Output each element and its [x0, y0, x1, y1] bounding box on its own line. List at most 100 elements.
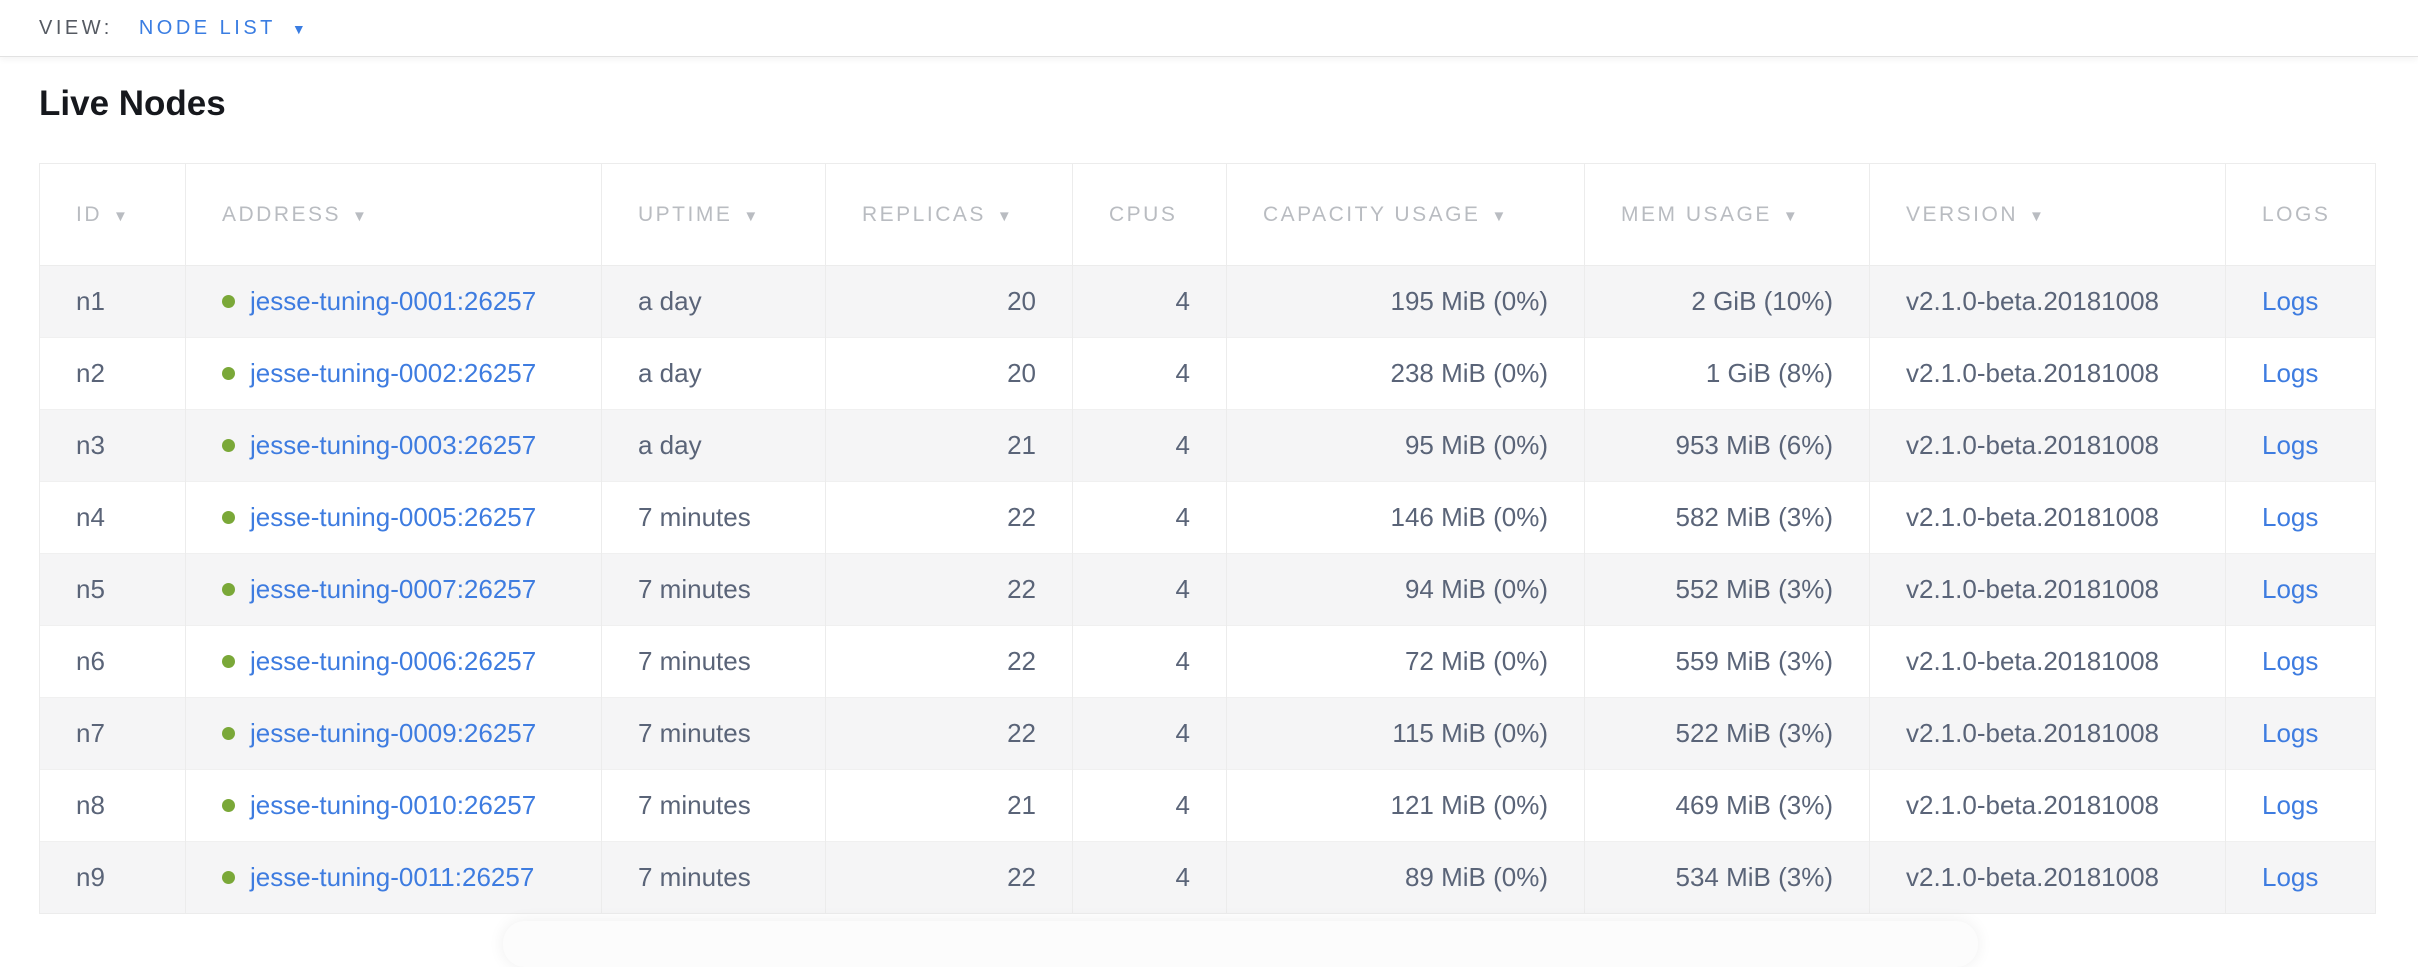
cell-cpus: 4 [1072, 409, 1227, 482]
cell-id: n2 [39, 337, 186, 410]
cell-address: jesse-tuning-0005:26257 [185, 481, 602, 554]
view-label: VIEW: [39, 16, 113, 39]
caret-down-icon: ▼ [291, 21, 306, 37]
cell-address: jesse-tuning-0003:26257 [185, 409, 602, 482]
view-dropdown[interactable]: NODE LIST ▼ [139, 17, 306, 40]
node-live-status-icon [222, 727, 235, 740]
cell-logs: Logs [2225, 697, 2376, 770]
cell-version: v2.1.0-beta.20181008 [1869, 265, 2226, 338]
cell-address: jesse-tuning-0011:26257 [185, 841, 602, 914]
cell-logs: Logs [2225, 481, 2376, 554]
node-address-link[interactable]: jesse-tuning-0009:26257 [250, 718, 537, 748]
logs-link[interactable]: Logs [2262, 646, 2319, 676]
table-row-n2: n2 jesse-tuning-0002:26257 a day 20 4 238 MiB… [39, 337, 2376, 410]
cell-address: jesse-tuning-0007:26257 [185, 553, 602, 626]
logs-link[interactable]: Logs [2262, 358, 2319, 388]
column-header-id[interactable]: ID ▼ [39, 163, 186, 266]
column-header-address[interactable]: ADDRESS ▼ [185, 163, 602, 266]
table-row-n6: n6 jesse-tuning-0006:26257 7 minutes 22 4 72 … [39, 625, 2376, 698]
cell-replicas: 22 [825, 697, 1073, 770]
cell-uptime: 7 minutes [601, 625, 826, 698]
table-row-n1: n1 jesse-tuning-0001:26257 a day 20 4 195 MiB… [39, 265, 2376, 338]
sort-desc-icon: ▼ [1491, 207, 1507, 225]
cell-replicas: 20 [825, 265, 1073, 338]
bottom-card-edge [503, 921, 1978, 967]
cell-id: n6 [39, 625, 186, 698]
table-row-n8: n8 jesse-tuning-0010:26257 7 minutes 21 4 121… [39, 769, 2376, 842]
cell-mem-usage: 2 GiB (10%) [1584, 265, 1870, 338]
cell-id: n7 [39, 697, 186, 770]
node-live-status-icon [222, 799, 235, 812]
cell-uptime: 7 minutes [601, 697, 826, 770]
cell-mem-usage: 552 MiB (3%) [1584, 553, 1870, 626]
node-address-link[interactable]: jesse-tuning-0006:26257 [250, 646, 537, 676]
table-row-n3: n3 jesse-tuning-0003:26257 a day 21 4 95 MiB … [39, 409, 2376, 482]
cell-uptime: 7 minutes [601, 553, 826, 626]
cell-id: n8 [39, 769, 186, 842]
cell-mem-usage: 469 MiB (3%) [1584, 769, 1870, 842]
column-header-uptime[interactable]: UPTIME ▼ [601, 163, 826, 266]
cell-capacity-usage: 72 MiB (0%) [1226, 625, 1585, 698]
cell-version: v2.1.0-beta.20181008 [1869, 553, 2226, 626]
cell-version: v2.1.0-beta.20181008 [1869, 409, 2226, 482]
column-header-label: CPUS [1109, 202, 1178, 226]
logs-link[interactable]: Logs [2262, 430, 2319, 460]
logs-link[interactable]: Logs [2262, 574, 2319, 604]
cell-capacity-usage: 89 MiB (0%) [1226, 841, 1585, 914]
live-nodes-table: ID ▼ ADDRESS ▼ UPTIME ▼ REPLICAS ▼ CPUS CAPACITY … [39, 163, 2376, 914]
node-address-link[interactable]: jesse-tuning-0007:26257 [250, 574, 537, 604]
column-header-label: MEM USAGE [1621, 202, 1772, 226]
cell-mem-usage: 534 MiB (3%) [1584, 841, 1870, 914]
sort-desc-icon: ▼ [743, 207, 759, 225]
column-header-label: REPLICAS [862, 202, 986, 226]
column-header-label: ADDRESS [222, 202, 342, 226]
cell-mem-usage: 559 MiB (3%) [1584, 625, 1870, 698]
cell-cpus: 4 [1072, 697, 1227, 770]
column-header-replicas[interactable]: REPLICAS ▼ [825, 163, 1073, 266]
table-body: n1 jesse-tuning-0001:26257 a day 20 4 195 MiB… [39, 265, 2376, 914]
sort-desc-icon: ▼ [2029, 207, 2044, 225]
logs-link[interactable]: Logs [2262, 502, 2319, 532]
table-row-n5: n5 jesse-tuning-0007:26257 7 minutes 22 4 94 … [39, 553, 2376, 626]
cell-version: v2.1.0-beta.20181008 [1869, 337, 2226, 410]
cell-id: n4 [39, 481, 186, 554]
logs-link[interactable]: Logs [2262, 286, 2319, 316]
node-live-status-icon [222, 367, 235, 380]
cell-uptime: a day [601, 337, 826, 410]
column-header-cpus: CPUS [1072, 163, 1227, 266]
cell-mem-usage: 522 MiB (3%) [1584, 697, 1870, 770]
logs-link[interactable]: Logs [2262, 718, 2319, 748]
column-header-label: UPTIME [638, 202, 733, 226]
sort-desc-icon: ▼ [996, 207, 1012, 225]
node-live-status-icon [222, 439, 235, 452]
node-address-link[interactable]: jesse-tuning-0011:26257 [250, 862, 535, 892]
cell-logs: Logs [2225, 841, 2376, 914]
cell-uptime: 7 minutes [601, 769, 826, 842]
cell-mem-usage: 953 MiB (6%) [1584, 409, 1870, 482]
cell-address: jesse-tuning-0002:26257 [185, 337, 602, 410]
cell-id: n9 [39, 841, 186, 914]
node-address-link[interactable]: jesse-tuning-0005:26257 [250, 502, 537, 532]
cell-capacity-usage: 94 MiB (0%) [1226, 553, 1585, 626]
logs-link[interactable]: Logs [2262, 790, 2319, 820]
cell-capacity-usage: 146 MiB (0%) [1226, 481, 1585, 554]
node-address-link[interactable]: jesse-tuning-0002:26257 [250, 358, 537, 388]
column-header-label: CAPACITY USAGE [1263, 202, 1481, 226]
cell-cpus: 4 [1072, 769, 1227, 842]
column-header-label: VERSION [1906, 202, 2019, 226]
cell-mem-usage: 1 GiB (8%) [1584, 337, 1870, 410]
node-address-link[interactable]: jesse-tuning-0010:26257 [250, 790, 537, 820]
column-header-mem-usage[interactable]: MEM USAGE ▼ [1584, 163, 1870, 266]
logs-link[interactable]: Logs [2262, 862, 2319, 892]
cell-replicas: 20 [825, 337, 1073, 410]
cell-id: n5 [39, 553, 186, 626]
node-address-link[interactable]: jesse-tuning-0001:26257 [250, 286, 537, 316]
cell-logs: Logs [2225, 409, 2376, 482]
cell-address: jesse-tuning-0010:26257 [185, 769, 602, 842]
node-address-link[interactable]: jesse-tuning-0003:26257 [250, 430, 537, 460]
cell-replicas: 22 [825, 841, 1073, 914]
node-live-status-icon [222, 295, 235, 308]
column-header-capacity-usage[interactable]: CAPACITY USAGE ▼ [1226, 163, 1585, 266]
cell-address: jesse-tuning-0009:26257 [185, 697, 602, 770]
column-header-version[interactable]: VERSION ▼ [1869, 163, 2226, 266]
